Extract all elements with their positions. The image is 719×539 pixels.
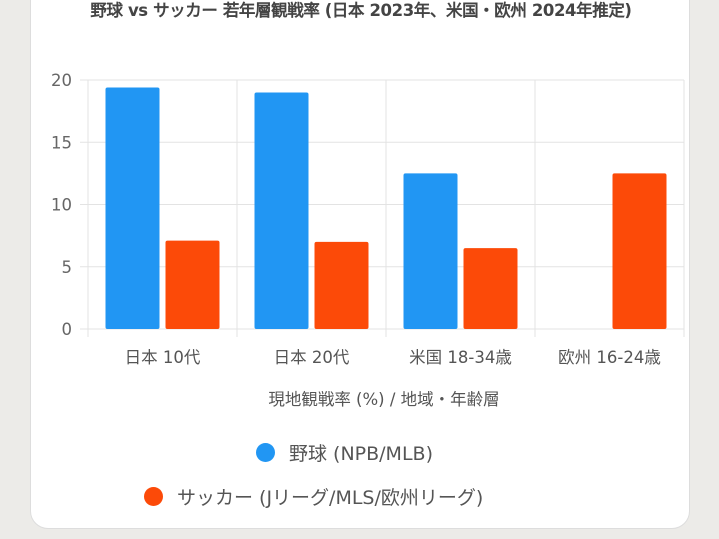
legend-label-soccer: サッカー (Jリーグ/MLS/欧州リーグ) [177,487,484,509]
bar-baseball[interactable] [105,87,160,329]
y-tick-label: 5 [62,258,73,277]
chart-title: 野球 vs サッカー 若年層観戦率 (日本 2023年、米国・欧州 2024年推… [90,1,632,20]
bar-chart: 0 5 10 15 20 日本 10代 日本 20代 米国 18-34歳 欧州 16-24歳 現… [51,71,685,409]
bar-soccer[interactable] [612,173,667,329]
bar-baseball[interactable] [254,92,309,329]
x-axis-label: 現地観戦率 (%) / 地域・年齢層 [268,390,499,409]
y-tick-label: 20 [51,71,72,90]
bar-soccer[interactable] [314,241,369,329]
x-tick-label: 米国 18-34歳 [409,348,512,367]
chart-card: 野球 vs サッカー 若年層観戦率 (日本 2023年、米国・欧州 2024年推… [30,0,690,529]
x-tick-label: 欧州 16-24歳 [558,348,661,367]
y-tick-label: 0 [62,320,73,339]
legend-swatch-baseball [256,443,275,462]
bar-baseball[interactable] [403,173,458,329]
legend-label-baseball: 野球 (NPB/MLB) [289,443,433,465]
legend-swatch-soccer [144,487,163,506]
bar-soccer[interactable] [463,248,518,329]
x-tick-label: 日本 10代 [125,348,201,367]
y-tick-label: 10 [51,196,72,215]
y-tick-label: 15 [51,133,72,152]
legend-item-baseball[interactable]: 野球 (NPB/MLB) [256,439,433,466]
bar-soccer[interactable] [165,240,220,329]
x-tick-label: 日本 20代 [274,348,350,367]
legend-item-soccer[interactable]: サッカー (Jリーグ/MLS/欧州リーグ) [144,483,483,510]
